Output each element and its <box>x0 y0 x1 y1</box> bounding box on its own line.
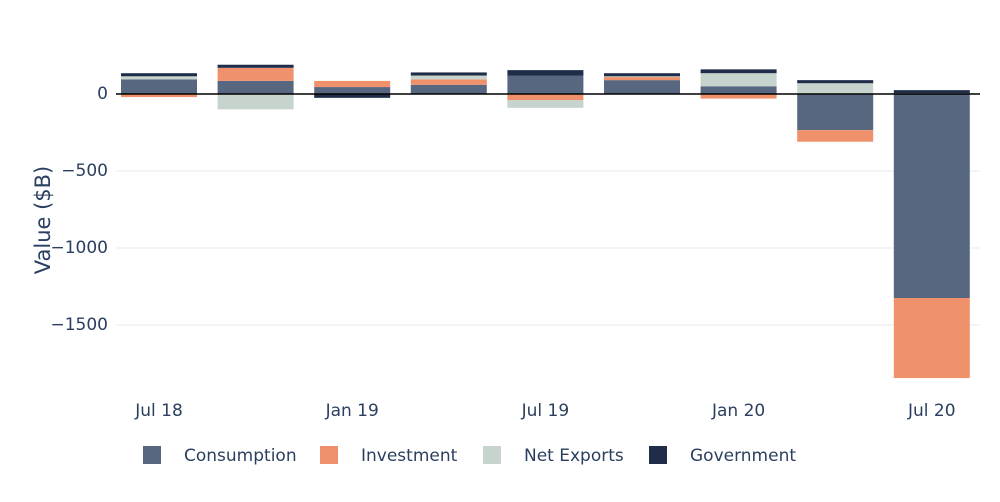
bar-segment <box>604 80 680 94</box>
bar-segment <box>217 93 294 110</box>
bar-segment <box>507 100 584 108</box>
y-tick-label: −1500 <box>50 315 108 335</box>
bar-segment <box>121 76 197 80</box>
legend-swatch[interactable] <box>649 446 667 464</box>
bar-segment <box>797 80 874 84</box>
bar-segment <box>797 130 874 142</box>
bar-segment <box>217 67 294 81</box>
bar-segment <box>217 64 294 68</box>
bar-segment <box>700 86 777 94</box>
x-tick-label: Jan 20 <box>711 401 765 421</box>
bar-segment <box>893 298 970 379</box>
bar-segment <box>700 73 777 87</box>
bar-segment <box>410 84 487 94</box>
bar-segment <box>121 79 197 94</box>
x-tick-label: Jul 18 <box>134 401 183 421</box>
x-tick-label: Jan 19 <box>325 401 379 421</box>
bar-segment <box>797 83 874 94</box>
bar-segment <box>314 87 391 94</box>
y-tick-label: 0 <box>97 84 108 104</box>
legend-swatch[interactable] <box>143 446 161 464</box>
legend-label[interactable]: Net Exports <box>524 446 624 466</box>
bar-segment <box>604 73 680 77</box>
x-tick-label: Jul 19 <box>521 401 570 421</box>
y-tick-label: −500 <box>61 161 108 181</box>
x-tick-label: Jul 20 <box>907 401 956 421</box>
bar-segment <box>410 72 487 76</box>
bar-segment <box>217 80 294 94</box>
legend-swatch[interactable] <box>320 446 338 464</box>
bar-segment <box>410 79 487 85</box>
bar-segment <box>314 80 391 88</box>
bar-segment <box>604 77 680 81</box>
bar-segment <box>121 73 197 77</box>
bar-segment <box>314 93 391 98</box>
bar-segment <box>797 93 874 131</box>
legend-label[interactable]: Government <box>690 446 796 466</box>
bar-segment <box>410 75 487 80</box>
y-tick-label: −1000 <box>50 238 108 258</box>
bar-segment <box>507 75 584 94</box>
bar-segment <box>700 69 777 74</box>
bar-segment <box>893 93 970 299</box>
bar-segment <box>507 70 584 76</box>
legend-label[interactable]: Investment <box>361 446 458 466</box>
bar-segment <box>121 93 197 98</box>
legend-swatch[interactable] <box>483 446 501 464</box>
y-axis-title: Value ($B) <box>31 166 55 275</box>
bar-segment <box>507 93 584 101</box>
bar-segment <box>893 90 970 94</box>
bar-segment <box>604 76 680 78</box>
bar-segment <box>700 93 777 99</box>
legend-label[interactable]: Consumption <box>184 446 297 466</box>
